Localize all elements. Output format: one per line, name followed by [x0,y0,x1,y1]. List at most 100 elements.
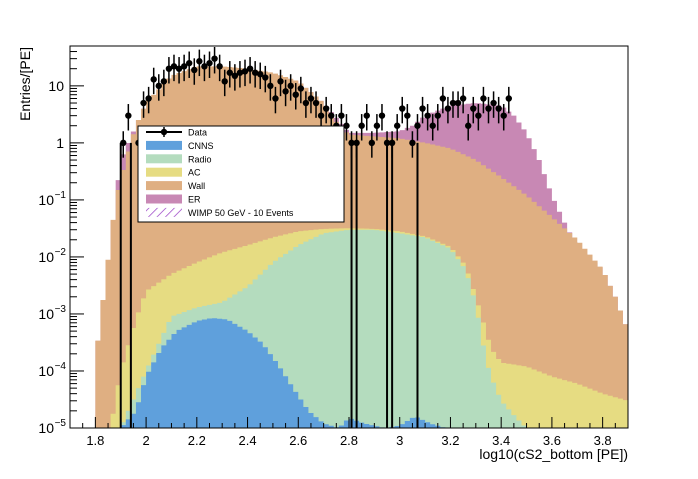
data-point [257,71,264,78]
legend-entry: CNNS [146,140,214,151]
data-point [196,58,203,65]
data-point [424,112,431,119]
data-point [409,139,416,147]
y-tick-exponent: −2 [55,247,67,258]
x-axis-title: log10(cS2_bottom [PE]) [479,446,628,462]
data-point [480,95,487,102]
legend-entry: Radio [146,154,212,164]
data-point [221,78,228,85]
data-point [211,55,218,62]
data-point [449,99,457,107]
y-tick-label: 10 [38,192,54,208]
x-tick-label: 2.4 [239,433,257,448]
data-point [338,112,345,119]
data-point [363,112,370,119]
data-point [399,105,406,112]
legend-label: CNNS [188,141,214,151]
data-point [140,99,147,107]
data-point [434,112,441,119]
legend-label: Radio [188,154,212,164]
stack-cnns [70,318,628,428]
y-tick-label: 10 [38,306,54,322]
data-point [454,99,462,107]
data-point [495,105,502,112]
x-tick-label: 2.6 [289,433,307,448]
data-point [348,139,355,147]
x-tick-label: 2.2 [188,433,206,448]
data-point [272,95,279,102]
data-point [414,122,421,129]
x-tick-label: 3.2 [441,433,459,448]
y-axis-title: Entries/[PE] [17,47,33,121]
data-point [191,66,198,74]
data-point [277,78,284,85]
data-point [500,112,507,119]
data-point [388,139,396,147]
data-point [241,68,249,75]
legend-swatch-hatch [146,207,182,217]
legend-label: Data [188,128,207,138]
data-point [373,122,381,129]
data-points [120,47,512,158]
legend: Data CNNS Radio AC Wall ER WIMP 50 GeV - 10 Ev… [137,125,345,223]
legend-marker-dot [160,128,168,136]
legend-swatch [146,140,182,150]
data-point [246,65,254,72]
data-point [485,105,492,112]
x-tick-label: 1.8 [86,433,104,448]
legend-entry: Wall [146,181,205,191]
data-point [165,65,173,72]
y-tick-exponent: −3 [55,304,67,315]
y-tick-exponent: −5 [55,418,67,429]
data-point [404,112,411,119]
y-tick-exponent: −1 [55,190,67,201]
data-point [358,122,365,129]
legend-swatch [146,167,182,177]
data-point [393,122,401,129]
data-point [145,95,152,102]
data-point [312,99,320,107]
data-point [201,63,208,70]
data-point [120,139,127,147]
legend-label: Wall [188,181,205,191]
x-tick-label: 2.8 [340,433,358,448]
legend-swatch [146,154,182,164]
y-tick-label: 10 [48,78,64,94]
x-tick-label: 3 [396,433,403,448]
data-point [216,63,223,70]
data-point [180,63,188,70]
data-point [302,99,310,107]
data-point [231,72,239,80]
y-tick-label: 10 [38,420,54,436]
legend-swatch [146,181,182,191]
data-point [419,105,426,112]
legend-entry: AC [146,167,201,178]
data-point [150,76,157,83]
legend-entry: Data [146,127,207,138]
data-point [465,122,472,129]
data-point [343,122,350,129]
legend-label: AC [188,168,201,178]
data-point [459,95,467,102]
y-tick-label: 1 [56,135,64,151]
data-point [186,59,193,67]
legend-label: ER [188,195,201,205]
data-point [155,82,162,90]
data-point [297,85,305,92]
data-point [490,99,497,107]
data-zero-bins [119,142,419,428]
data-point [353,139,360,147]
data-point [383,139,391,147]
data-point [282,88,289,95]
data-point [378,112,386,119]
legend-entry: WIMP 50 GeV - 10 Events [146,207,294,218]
data-point [251,69,259,76]
data-point [267,82,274,90]
y-tick-label: 10 [38,249,54,265]
data-point [328,112,335,119]
data-point [368,139,376,147]
x-tick-label: 3.8 [594,433,612,448]
